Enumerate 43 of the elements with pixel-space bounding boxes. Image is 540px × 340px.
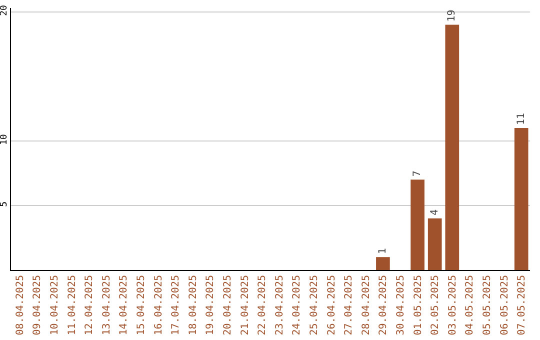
x-tick-label: 25.04.2025 [309,275,320,336]
x-tick-label: 06.05.2025 [499,275,510,336]
x-tick-label: 30.04.2025 [396,275,406,336]
x-tick-label: 28.04.2025 [360,275,372,336]
x-tick-label: 29.04.2025 [378,275,390,336]
x-tick-label: 20.04.2025 [222,275,234,336]
x-tick-label: 22.04.2025 [257,275,268,336]
x-tick-label: 03.05.2025 [447,275,458,336]
x-tick-label: 14.04.2025 [118,275,130,336]
x-tick-label: 18.04.2025 [188,275,199,336]
x-tick-label: 12.04.2025 [84,275,96,336]
x-tick-label: 16.04.2025 [153,275,164,336]
x-tick-label: 13.04.2025 [101,275,112,336]
x-tick-label: 04.05.2025 [464,275,476,336]
x-tick-label: 01.05.2025 [412,275,424,336]
x-tick-label: 10.04.2025 [50,275,60,336]
x-tick-label: 07.05.2025 [516,275,528,336]
data-label: 11 [516,112,527,126]
x-tick-label: 08.04.2025 [14,275,26,336]
x-tick-label: 09.04.2025 [32,275,44,336]
y-tick-label: 20 [0,5,10,16]
x-tick-label: 19.04.2025 [205,275,216,336]
data-label: 7 [412,170,424,177]
bar [445,24,460,270]
bar [428,218,442,270]
x-tick-label: 23.04.2025 [274,275,286,336]
x-tick-label: 26.04.2025 [326,275,338,336]
x-tick-label: 05.05.2025 [482,275,493,336]
bar [514,128,528,270]
x-tick-label: 21.04.2025 [240,275,251,336]
x-tick-label: 27.04.2025 [344,275,355,336]
x-tick-label: 02.05.2025 [430,275,442,336]
x-tick-label: 15.04.2025 [136,275,147,336]
data-label: 4 [429,209,440,216]
bar [410,180,424,270]
y-tick-label: 10 [0,134,10,146]
x-tick-label: 24.04.2025 [292,275,303,336]
data-label: 19 [446,10,458,22]
x-tick-label: 11.04.2025 [66,275,78,336]
bar [376,257,390,270]
y-tick-label: 5 [0,201,10,207]
x-tick-label: 17.04.2025 [170,275,182,336]
data-label: 1 [377,248,388,254]
